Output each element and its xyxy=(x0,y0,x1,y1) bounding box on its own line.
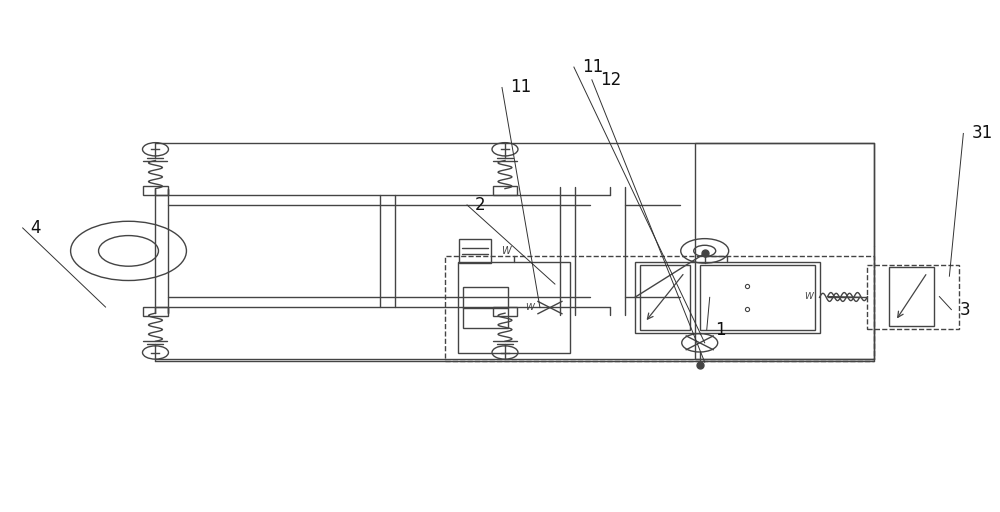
Bar xyxy=(143,185,168,195)
Text: 12: 12 xyxy=(600,71,621,89)
Text: 2: 2 xyxy=(475,196,486,214)
Bar xyxy=(867,265,959,329)
Text: 3: 3 xyxy=(959,301,970,318)
Bar xyxy=(445,256,874,360)
Bar xyxy=(493,185,517,195)
Text: 11: 11 xyxy=(510,78,531,96)
Bar xyxy=(459,239,491,263)
Text: 1: 1 xyxy=(715,321,725,339)
Bar xyxy=(695,143,874,359)
Text: 4: 4 xyxy=(31,219,41,237)
Text: W: W xyxy=(501,246,511,256)
Text: W: W xyxy=(525,303,534,312)
Bar xyxy=(493,307,517,316)
Text: W: W xyxy=(804,292,813,301)
Bar xyxy=(700,265,815,330)
Bar xyxy=(458,262,570,353)
Text: 11: 11 xyxy=(582,58,603,76)
Bar xyxy=(635,262,820,333)
Text: 31: 31 xyxy=(971,124,993,142)
Bar xyxy=(640,265,690,330)
Bar xyxy=(463,287,508,328)
Bar xyxy=(143,307,168,316)
Bar xyxy=(889,267,934,326)
